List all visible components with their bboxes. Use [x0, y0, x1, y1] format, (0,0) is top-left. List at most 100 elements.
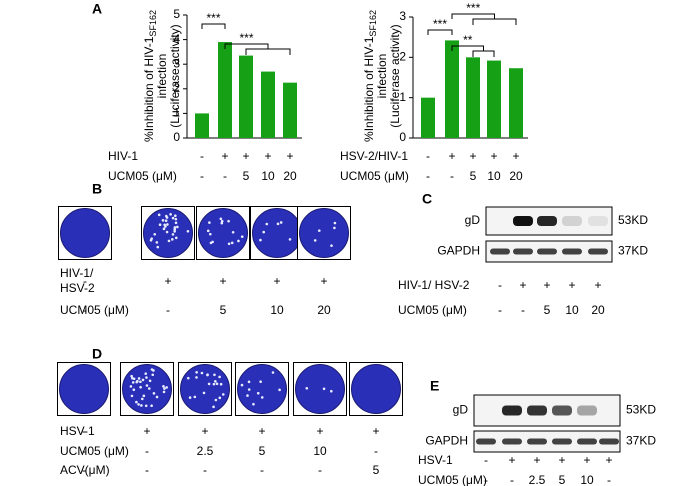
- band: [562, 248, 582, 255]
- plaque: [158, 223, 162, 227]
- plaque: [240, 383, 244, 387]
- condition-value: 20: [591, 303, 605, 317]
- condition-value: +: [490, 149, 497, 163]
- condition-value: +: [512, 149, 519, 163]
- well: [122, 364, 172, 414]
- condition-value: +: [264, 149, 271, 163]
- y-tick-label: 5: [173, 7, 180, 21]
- condition-value: +: [508, 453, 515, 467]
- plaque: [212, 382, 216, 386]
- condition-label: HSV-2/HIV-1: [340, 149, 408, 163]
- plaque: [313, 239, 317, 242]
- condition-value: +: [543, 278, 550, 292]
- plaque: [213, 373, 216, 377]
- plaque: [188, 396, 192, 399]
- condition-value: 5: [544, 303, 551, 317]
- band: [490, 248, 510, 255]
- significance-label: ***: [239, 31, 253, 45]
- band: [502, 405, 522, 416]
- plaque: [169, 213, 172, 216]
- plaque: [174, 236, 178, 240]
- condition-label: HIV-1/ HSV-2: [398, 278, 470, 292]
- condition-value: +: [316, 424, 323, 438]
- well: [198, 208, 248, 258]
- plaque: [246, 394, 249, 397]
- condition-label: HSV-2: [60, 281, 95, 295]
- condition-value: +: [558, 453, 565, 467]
- plaque: [278, 388, 281, 392]
- y-axis-label: %Inhibition of HIV-1SF162: [142, 10, 158, 142]
- band: [552, 405, 572, 416]
- condition-value: -: [426, 149, 430, 163]
- plaque: [221, 393, 225, 396]
- panel-label: B: [92, 181, 102, 197]
- plaque: [152, 369, 155, 372]
- plaque: [142, 394, 146, 398]
- significance-bracket: [451, 13, 517, 25]
- significance-label: ***: [466, 1, 480, 15]
- y-axis-label-main: %Inhibition of HIV-1: [142, 36, 156, 142]
- significance-bracket: [201, 23, 226, 29]
- plaque: [164, 219, 168, 223]
- condition-value: 20: [283, 169, 297, 183]
- bar: [261, 71, 275, 138]
- condition-value: +: [258, 424, 265, 438]
- plaque: [163, 387, 166, 390]
- plaque: [140, 397, 144, 401]
- plaque: [137, 403, 140, 406]
- plaque: [145, 376, 148, 379]
- plaque: [151, 373, 155, 377]
- condition-value: +: [448, 149, 455, 163]
- plaque: [219, 382, 223, 386]
- y-axis-label: %Inhibition of HIV-1SF162: [362, 10, 378, 142]
- plaque: [276, 222, 280, 226]
- bar: [509, 68, 523, 138]
- panel-label: D: [92, 346, 102, 362]
- condition-value: 10: [565, 303, 579, 317]
- plaque: [162, 390, 166, 394]
- plaque: [162, 227, 166, 231]
- plaque: [148, 379, 152, 383]
- significance-bracket: [451, 45, 495, 57]
- plaque: [137, 377, 141, 380]
- condition-value: -: [426, 169, 430, 183]
- plaque: [208, 232, 212, 236]
- condition-label: HSV-1: [60, 424, 95, 438]
- plaque: [195, 376, 198, 379]
- band: [577, 438, 597, 445]
- plaque: [157, 213, 161, 217]
- plaque: [174, 217, 178, 221]
- well: [295, 364, 345, 414]
- condition-value: 5: [259, 444, 266, 458]
- plaque: [131, 381, 135, 384]
- plaque: [330, 244, 333, 247]
- condition-value: -: [200, 169, 204, 183]
- condition-value: 10: [270, 303, 284, 317]
- condition-value: +: [605, 453, 612, 467]
- y-tick-label: 1: [399, 90, 406, 104]
- plaque: [231, 230, 235, 234]
- condition-value: +: [286, 149, 293, 163]
- plaque: [155, 241, 159, 244]
- condition-value: -: [166, 303, 170, 317]
- plaque: [259, 238, 262, 242]
- condition-value: +: [533, 453, 540, 467]
- condition-value: 2.5: [197, 444, 214, 458]
- plaque: [186, 376, 190, 380]
- bar: [466, 57, 480, 139]
- bar: [421, 97, 435, 138]
- plaque: [212, 405, 215, 409]
- plaque: [130, 394, 134, 398]
- condition-value: -: [82, 463, 86, 477]
- condition-value: -: [200, 149, 204, 163]
- plaque: [260, 396, 264, 399]
- well: [351, 364, 401, 414]
- y-tick-label: 0: [399, 130, 406, 144]
- plaque: [237, 239, 240, 243]
- plaque: [166, 223, 169, 226]
- well: [299, 208, 349, 258]
- plaque: [305, 386, 309, 390]
- band: [513, 216, 533, 226]
- plaque: [153, 233, 157, 236]
- y-axis-label-sub: SF162: [148, 10, 158, 37]
